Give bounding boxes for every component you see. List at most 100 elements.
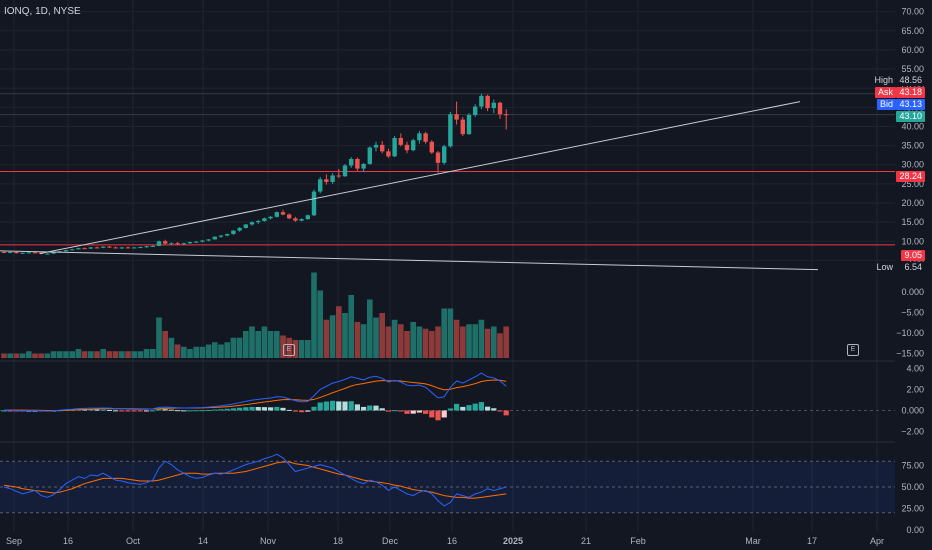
- candle-body: [336, 175, 341, 177]
- low-tag-label: Low: [873, 262, 896, 273]
- candle-body: [429, 141, 434, 153]
- candle-body: [107, 246, 112, 248]
- macd-histogram-bar: [472, 403, 478, 411]
- candle-body: [63, 250, 69, 252]
- volume-bar: [63, 351, 69, 358]
- volume-bar: [150, 349, 156, 358]
- candle-body: [367, 147, 372, 164]
- volume-bar: [143, 349, 150, 358]
- macd-line: [3, 372, 507, 412]
- volume-bar: [460, 326, 466, 358]
- candle-body: [448, 114, 453, 147]
- volume-bar: [435, 326, 441, 358]
- candle-body: [404, 144, 410, 151]
- macd-histogram-bar: [323, 401, 329, 411]
- price-axis-label: 55.00: [901, 64, 924, 74]
- volume-bar: [416, 326, 423, 358]
- volume-bar: [137, 351, 144, 358]
- macd-histogram-bar: [156, 409, 162, 411]
- candle-body: [212, 236, 217, 240]
- volume-bar: [131, 351, 137, 358]
- volume-bar: [26, 351, 32, 358]
- time-axis-label: Nov: [260, 536, 277, 546]
- candle-body: [181, 243, 186, 245]
- trendline-descending: [0, 250, 819, 271]
- time-axis-label: 14: [198, 536, 208, 546]
- candle-body: [156, 241, 162, 246]
- price-axis-label: 10.00: [901, 236, 924, 246]
- candle-body: [26, 252, 31, 254]
- volume-bar: [447, 308, 454, 358]
- macd-histogram-bar: [379, 408, 385, 411]
- volume-bar: [119, 351, 125, 358]
- price-axis-label: 60.00: [901, 45, 924, 55]
- volume-bar: [385, 326, 392, 358]
- symbol-label[interactable]: IONQ, 1D, NYSE: [4, 6, 81, 17]
- volume-bar: [311, 272, 317, 358]
- macd-histogram-bar: [330, 400, 336, 411]
- macd-histogram-bar: [398, 410, 404, 412]
- candle-body: [318, 179, 323, 192]
- time-axis-label: Mar: [745, 536, 761, 546]
- candle-body: [76, 248, 81, 250]
- volume-bar: [298, 340, 305, 358]
- volume-bar: [230, 337, 237, 358]
- macd-histogram-bar: [206, 409, 212, 411]
- volume-bar: [373, 317, 379, 358]
- candle-body: [144, 246, 149, 248]
- macd-histogram-bar: [460, 406, 466, 411]
- volume-bar: [174, 344, 181, 358]
- volume-bar: [156, 317, 162, 358]
- volume-axis-label: −15.00: [896, 349, 924, 359]
- macd-histogram-bar: [299, 410, 305, 413]
- volume-bar: [218, 344, 224, 358]
- volume-bar: [391, 319, 398, 358]
- macd-histogram-bar: [131, 410, 137, 412]
- candle-body: [392, 137, 397, 157]
- candle-body: [330, 175, 335, 182]
- earnings-marker-upcoming[interactable]: E: [847, 344, 859, 356]
- macd-histogram-bar: [100, 409, 106, 411]
- macd-histogram-bar: [404, 410, 410, 414]
- volume-bar: [410, 322, 416, 358]
- macd-histogram-bar: [311, 406, 317, 411]
- macd-axis-label: 4.00: [906, 363, 924, 373]
- volume-bar: [478, 319, 485, 358]
- candle-body: [243, 224, 248, 228]
- volume-bar: [404, 331, 410, 358]
- time-axis-label: Apr: [870, 536, 884, 546]
- volume-bar: [38, 353, 44, 358]
- earnings-marker[interactable]: E: [283, 344, 295, 356]
- ask-tag-label: Ask: [874, 87, 896, 98]
- candle-body: [305, 215, 310, 220]
- candle-body: [274, 212, 279, 217]
- volume-bar: [255, 331, 261, 358]
- candle-body: [187, 242, 193, 244]
- volume-bar: [13, 353, 20, 358]
- level-high-tag: 28.24: [896, 171, 925, 182]
- volume-bar: [441, 308, 447, 358]
- macd-histogram-bar: [292, 410, 298, 412]
- macd-axis-label: 0.000: [901, 405, 924, 415]
- macd-histogram-bar: [125, 410, 131, 412]
- price-axis-label: 40.00: [901, 121, 924, 131]
- volume-bar: [32, 353, 38, 358]
- volume-bar: [243, 331, 249, 358]
- macd-histogram-bar: [317, 402, 323, 411]
- candle-body: [361, 163, 366, 169]
- macd-signal-line: [4, 379, 507, 412]
- volume-bar: [181, 346, 187, 358]
- price-axis-label: 65.00: [901, 26, 924, 36]
- low-tag-value: 6.54: [901, 262, 925, 273]
- macd-histogram-bar: [249, 406, 255, 411]
- volume-bar: [162, 331, 168, 358]
- candle-body: [287, 214, 292, 219]
- macd-histogram-bar: [224, 408, 230, 411]
- candle-body: [324, 179, 329, 182]
- bid-tag-value: 43.13: [896, 99, 925, 110]
- candle-body: [442, 146, 447, 163]
- macd-histogram-bar: [212, 409, 218, 411]
- time-axis-label: 16: [447, 536, 457, 546]
